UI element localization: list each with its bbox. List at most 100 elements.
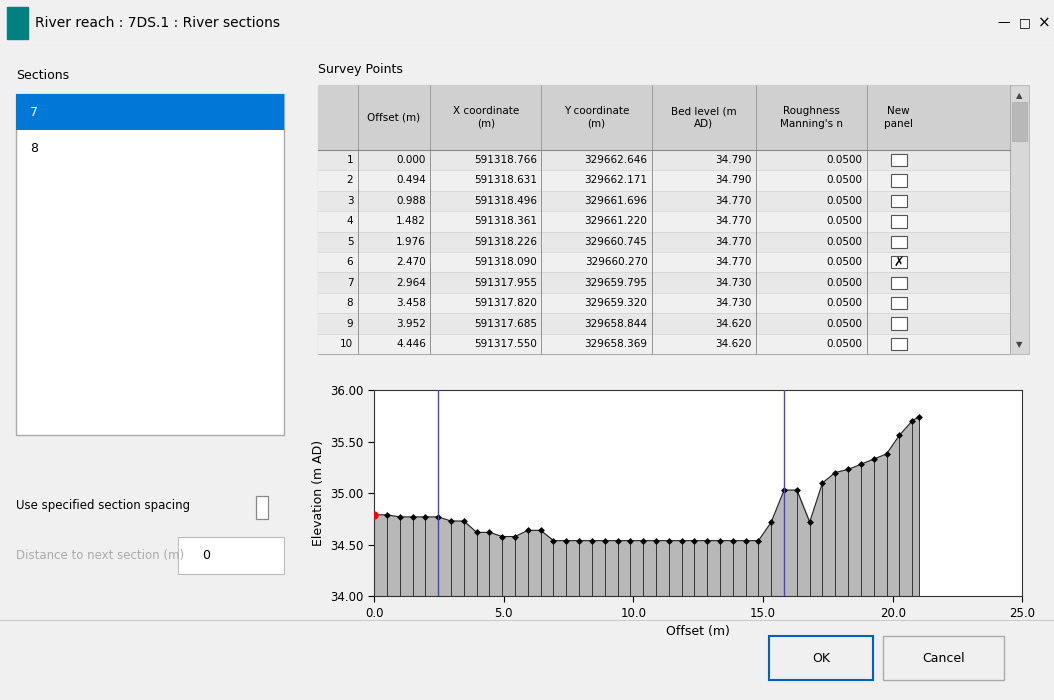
Bar [891, 276, 906, 289]
Text: 34.770: 34.770 [715, 257, 752, 267]
Text: 34.620: 34.620 [715, 318, 752, 328]
Text: 7: 7 [347, 278, 353, 288]
Text: 3.458: 3.458 [396, 298, 426, 308]
Text: Distance to next section (m): Distance to next section (m) [16, 550, 184, 562]
Text: River reach : 7DS.1 : River sections: River reach : 7DS.1 : River sections [35, 15, 279, 29]
Text: 6: 6 [347, 257, 353, 267]
Text: 0.988: 0.988 [396, 196, 426, 206]
Text: 5: 5 [347, 237, 353, 247]
Bar [318, 170, 1011, 190]
Text: 0.494: 0.494 [396, 176, 426, 186]
Text: ▲: ▲ [1016, 91, 1022, 100]
Text: 1.976: 1.976 [396, 237, 426, 247]
Bar [891, 195, 906, 207]
Bar [318, 150, 1011, 170]
Bar [891, 317, 906, 330]
Text: 329658.844: 329658.844 [585, 318, 647, 328]
Text: 0.000: 0.000 [396, 155, 426, 165]
Text: 0.0500: 0.0500 [826, 176, 862, 186]
Text: 34.730: 34.730 [715, 278, 752, 288]
Text: 34.790: 34.790 [715, 176, 752, 186]
Text: 0.0500: 0.0500 [826, 257, 862, 267]
Text: 591318.496: 591318.496 [473, 196, 536, 206]
Text: 34.730: 34.730 [715, 298, 752, 308]
Text: 0.0500: 0.0500 [826, 318, 862, 328]
Bar [891, 256, 906, 268]
Text: 3.952: 3.952 [396, 318, 426, 328]
Bar [318, 211, 1011, 232]
Bar [318, 190, 1011, 211]
Text: 0.0500: 0.0500 [826, 278, 862, 288]
Text: 591318.090: 591318.090 [474, 257, 536, 267]
Text: 4.446: 4.446 [396, 339, 426, 349]
Bar [7, 7, 28, 38]
Text: ✗: ✗ [894, 256, 904, 269]
Text: 0.0500: 0.0500 [826, 155, 862, 165]
Bar [16, 94, 285, 130]
Text: Y coordinate
(m): Y coordinate (m) [564, 106, 629, 129]
Text: 329659.795: 329659.795 [585, 278, 647, 288]
Text: 591317.685: 591317.685 [473, 318, 536, 328]
Text: 591318.766: 591318.766 [473, 155, 536, 165]
Text: 0: 0 [202, 550, 210, 562]
Bar [178, 538, 285, 574]
Text: 3: 3 [347, 196, 353, 206]
Text: 329660.745: 329660.745 [585, 237, 647, 247]
Text: Bed level (m
AD): Bed level (m AD) [671, 106, 737, 129]
Bar [318, 232, 1011, 252]
Text: Offset (m): Offset (m) [368, 113, 421, 122]
Y-axis label: Elevation (m AD): Elevation (m AD) [312, 440, 325, 546]
Text: 329661.696: 329661.696 [585, 196, 647, 206]
Text: Survey Points: Survey Points [318, 63, 403, 76]
Text: 0.0500: 0.0500 [826, 237, 862, 247]
Text: 591317.955: 591317.955 [473, 278, 536, 288]
Text: 10: 10 [340, 339, 353, 349]
Text: 4: 4 [347, 216, 353, 226]
Bar [891, 174, 906, 187]
Text: 0.0500: 0.0500 [826, 298, 862, 308]
X-axis label: Offset (m): Offset (m) [666, 625, 730, 638]
Text: 34.770: 34.770 [715, 216, 752, 226]
Text: 0.0500: 0.0500 [826, 216, 862, 226]
Text: 591318.226: 591318.226 [473, 237, 536, 247]
Bar [891, 215, 906, 228]
Text: Use specified section spacing: Use specified section spacing [16, 499, 191, 512]
Text: 591317.550: 591317.550 [474, 339, 536, 349]
Bar [318, 293, 1011, 314]
Text: 8: 8 [347, 298, 353, 308]
Text: 9: 9 [347, 318, 353, 328]
Text: 591317.820: 591317.820 [474, 298, 536, 308]
Text: 0.0500: 0.0500 [826, 196, 862, 206]
Text: 34.770: 34.770 [715, 237, 752, 247]
Text: New
panel: New panel [884, 106, 913, 129]
Text: 329661.220: 329661.220 [585, 216, 647, 226]
Text: □: □ [1018, 16, 1031, 29]
Text: 34.790: 34.790 [715, 155, 752, 165]
Text: 0.0500: 0.0500 [826, 339, 862, 349]
Bar [318, 252, 1011, 272]
Text: 2.470: 2.470 [396, 257, 426, 267]
Bar [318, 314, 1011, 334]
Text: —: — [997, 16, 1010, 29]
Text: 591318.631: 591318.631 [473, 176, 536, 186]
Bar [318, 85, 1011, 354]
Bar [769, 636, 873, 680]
Text: 1: 1 [347, 155, 353, 165]
Bar [891, 236, 906, 248]
Text: 329660.270: 329660.270 [585, 257, 647, 267]
Text: 8: 8 [31, 142, 38, 155]
Text: 329658.369: 329658.369 [585, 339, 647, 349]
Text: 34.620: 34.620 [715, 339, 752, 349]
Bar [318, 272, 1011, 293]
Bar [318, 85, 1011, 150]
Text: X coordinate
(m): X coordinate (m) [452, 106, 519, 129]
Text: 329662.171: 329662.171 [585, 176, 647, 186]
Text: 591318.361: 591318.361 [473, 216, 536, 226]
Bar [1012, 102, 1028, 141]
Text: 329659.320: 329659.320 [585, 298, 647, 308]
Text: ▼: ▼ [1016, 340, 1022, 349]
Bar [883, 636, 1004, 680]
Text: 329662.646: 329662.646 [585, 155, 647, 165]
Bar [1011, 85, 1029, 354]
Text: 1.482: 1.482 [396, 216, 426, 226]
